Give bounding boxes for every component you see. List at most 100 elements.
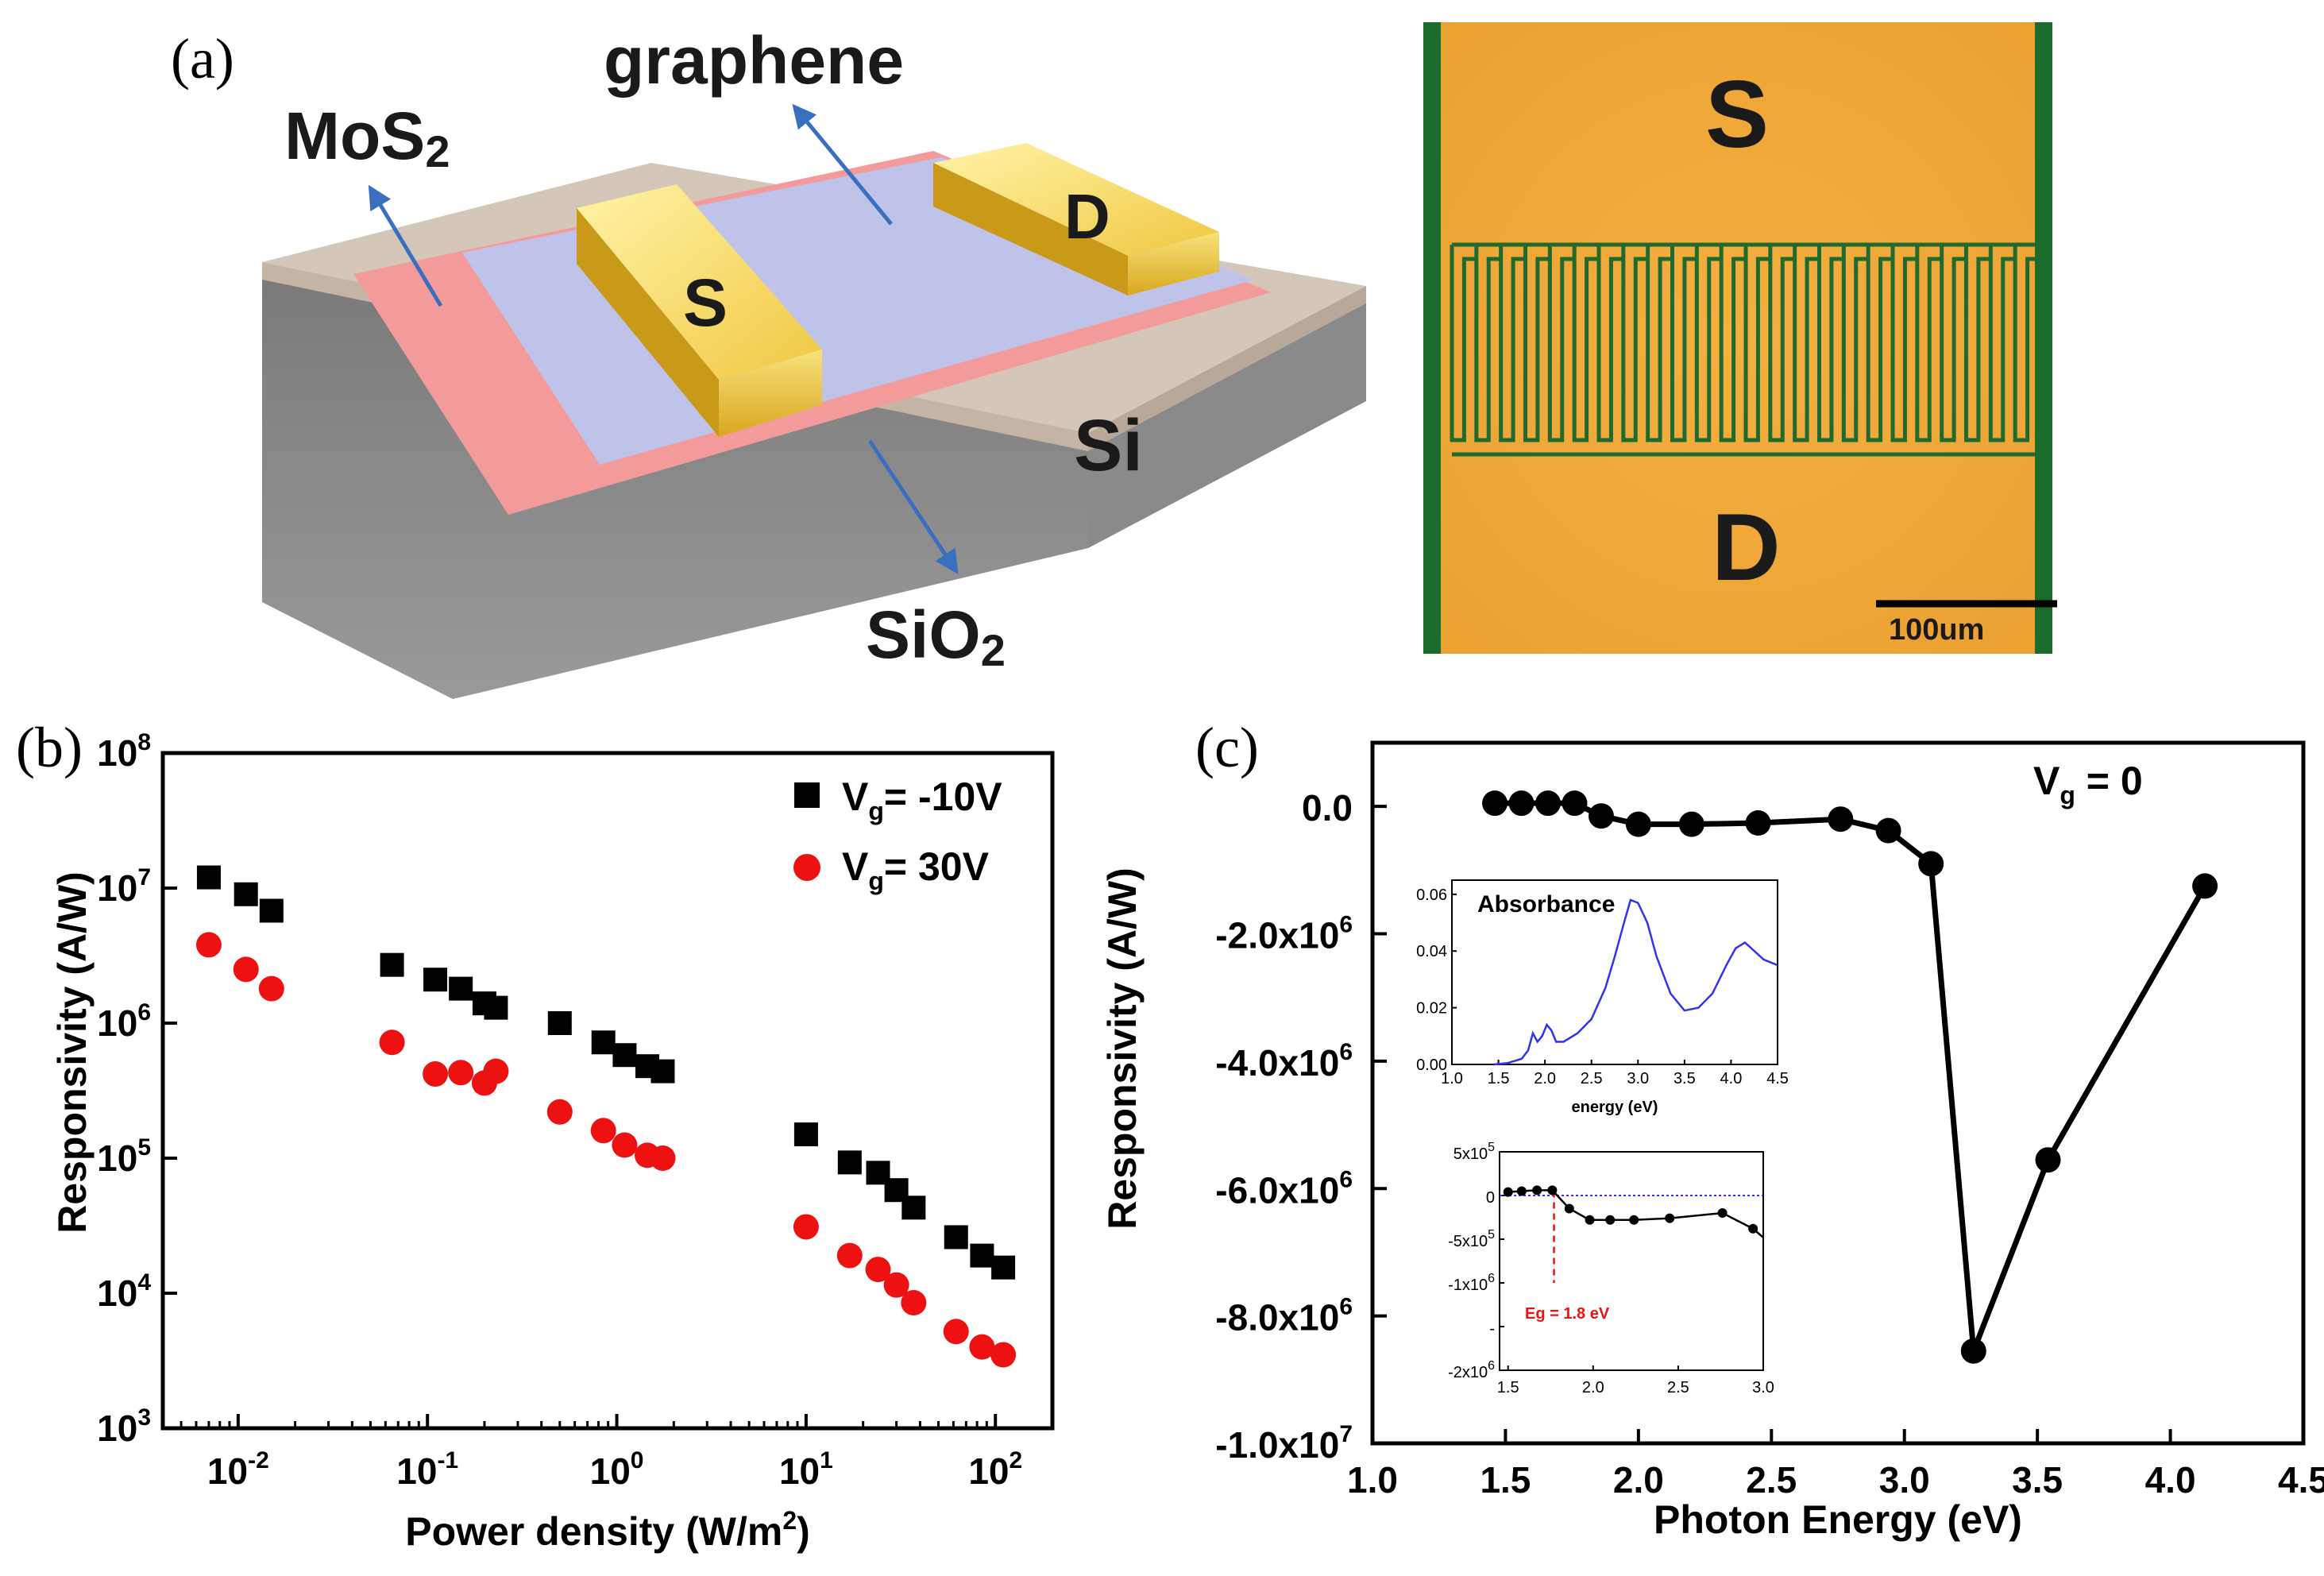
y-tick-label: 105 bbox=[97, 1134, 151, 1179]
bandgap-point bbox=[1585, 1215, 1595, 1225]
inset-y-tick-label: -2x106 bbox=[1448, 1359, 1495, 1381]
inset-x-tick-label: 2.5 bbox=[1581, 1070, 1603, 1087]
data-point-circle bbox=[195, 932, 222, 958]
chart-c: (c) 1.0 1.5 2.0 2.5 3.0 3.5 4.0 4.5 0.0 -2.0x106 -… bbox=[1100, 716, 2324, 1542]
x-tick-label: 1.0 bbox=[1347, 1459, 1398, 1501]
source-electrode: S bbox=[577, 184, 822, 437]
inset-y-tick-label: 0.02 bbox=[1416, 1000, 1447, 1018]
absorbance-line bbox=[1493, 898, 1778, 1066]
data-point bbox=[1562, 790, 1588, 817]
micrograph-right-edge bbox=[2035, 22, 2052, 654]
data-point bbox=[1678, 811, 1704, 837]
legend-square-marker bbox=[794, 782, 820, 808]
x-tick-label: 3.5 bbox=[2012, 1459, 2063, 1501]
chart-b-xlabel: Power density (W/m2) bbox=[405, 1506, 810, 1554]
inset-x-tick-label: 3.0 bbox=[1627, 1070, 1649, 1087]
sio2-layer-right bbox=[1088, 286, 1366, 451]
inset-x-tick-label: 2.0 bbox=[1582, 1379, 1604, 1396]
data-point-square bbox=[970, 1243, 994, 1268]
bandgap-inset: 1.5 2.0 2.5 3.0 5x105 0 -5x105 -1x106 - -2x106 Eg… bbox=[1448, 1141, 1774, 1396]
bandgap-point bbox=[1665, 1213, 1675, 1223]
x-tick-label: 4.5 bbox=[2278, 1459, 2324, 1501]
bandgap-annotation: Eg = 1.8 eV bbox=[1525, 1305, 1610, 1323]
drain-electrode: D bbox=[933, 143, 1219, 296]
inset-y-tick-label: 0.00 bbox=[1416, 1056, 1447, 1074]
optical-micrograph: S D 100um bbox=[1423, 22, 2057, 654]
data-point-circle bbox=[483, 1058, 509, 1084]
absorbance-inset: 1.0 1.5 2.0 2.5 3.0 3.5 4.0 4.5 0.00 0.02 0.04 0.06… bbox=[1416, 879, 1789, 1116]
data-point-circle bbox=[793, 1214, 819, 1240]
x-tick-label: 101 bbox=[779, 1447, 833, 1492]
data-point-square bbox=[944, 1225, 968, 1250]
data-point bbox=[1588, 803, 1614, 829]
data-point-square bbox=[793, 1122, 818, 1147]
data-point-circle bbox=[865, 1257, 891, 1283]
micrograph-left-edge bbox=[1423, 22, 1441, 654]
chart-b-ylabel: Responsivity (A/W) bbox=[50, 871, 95, 1234]
chart-b-points bbox=[195, 865, 1017, 1368]
absorbance-inset-ticks: 1.0 1.5 2.0 2.5 3.0 3.5 4.0 4.5 0.00 0.02 0.04 0.06 bbox=[1416, 886, 1789, 1087]
bandgap-point bbox=[1717, 1208, 1728, 1218]
x-tick-label: 100 bbox=[590, 1447, 644, 1492]
chart-b-legend: Vg= -10V Vg= 30V bbox=[793, 774, 1002, 895]
inset-y-tick-label: -1x106 bbox=[1448, 1272, 1495, 1294]
data-point-circle bbox=[943, 1319, 969, 1345]
data-point bbox=[1508, 790, 1535, 817]
chart-c-annotation: Vg = 0 bbox=[2033, 759, 2143, 809]
panel-a-label: (a) bbox=[171, 27, 234, 91]
y-tick-label: -8.0x106 bbox=[1215, 1294, 1353, 1338]
data-point-circle bbox=[901, 1289, 927, 1315]
data-point bbox=[1625, 811, 1651, 837]
y-tick-label: 108 bbox=[97, 729, 151, 774]
data-point-square bbox=[234, 882, 258, 906]
chart-c-ticks: 1.0 1.5 2.0 2.5 3.0 3.5 4.0 4.5 0.0 -2.0x106 -4.0x… bbox=[1215, 787, 2324, 1501]
data-point-square bbox=[449, 976, 473, 1001]
bandgap-point bbox=[1516, 1186, 1527, 1196]
x-tick-label: 102 bbox=[968, 1447, 1022, 1492]
mos2-label: MoS2 bbox=[284, 98, 450, 176]
inset-y-tick-label: 0.04 bbox=[1416, 943, 1447, 960]
y-tick-label: 0.0 bbox=[1302, 787, 1353, 829]
data-point-circle bbox=[546, 1099, 573, 1125]
chart-c-xlabel: Photon Energy (eV) bbox=[1654, 1497, 2022, 1542]
data-point-square bbox=[991, 1255, 1016, 1280]
micrograph-drain-label: D bbox=[1712, 494, 1781, 601]
bandgap-point bbox=[1503, 1187, 1513, 1197]
bandgap-point bbox=[1547, 1185, 1558, 1196]
si-substrate-right bbox=[1088, 302, 1366, 548]
data-point-square bbox=[650, 1059, 675, 1084]
inset-x-tick-label: 3.5 bbox=[1674, 1070, 1696, 1087]
bandgap-point bbox=[1748, 1223, 1758, 1234]
data-point-square bbox=[612, 1043, 637, 1068]
inset-y-tick-label: 5x105 bbox=[1453, 1141, 1495, 1163]
data-point-circle bbox=[233, 956, 259, 983]
data-point bbox=[1918, 851, 1944, 877]
x-tick-label: 10-2 bbox=[207, 1447, 269, 1492]
graphene-label: graphene bbox=[604, 23, 904, 98]
data-point bbox=[1535, 790, 1562, 817]
inset-x-tick-label: 2.0 bbox=[1534, 1070, 1556, 1087]
y-tick-label: 103 bbox=[97, 1404, 151, 1449]
data-point-circle bbox=[990, 1342, 1017, 1368]
inset-x-tick-label: 3.0 bbox=[1752, 1379, 1774, 1396]
data-point-square bbox=[484, 995, 508, 1020]
chart-b-ticks: 10-2 10-1 100 101 102 103 104 105 106 107 108 bbox=[97, 729, 1054, 1492]
sio2-arrow bbox=[867, 439, 959, 574]
data-point-circle bbox=[379, 1029, 405, 1056]
data-point bbox=[1482, 790, 1508, 817]
absorbance-inset-series bbox=[1493, 898, 1778, 1066]
inset-y-tick-label: - bbox=[1489, 1320, 1495, 1338]
data-point-circle bbox=[258, 975, 284, 1002]
data-point bbox=[2192, 873, 2218, 899]
y-tick-label: -6.0x106 bbox=[1215, 1166, 1353, 1211]
data-point bbox=[1745, 810, 1771, 836]
data-point-circle bbox=[590, 1118, 616, 1144]
chart-b: (b) 10-2 10-1 100 101 102103104105106107108 … bbox=[16, 716, 1055, 1554]
mos2-arrow bbox=[368, 184, 443, 307]
data-point-circle bbox=[836, 1242, 863, 1269]
x-tick-label: 3.0 bbox=[1879, 1459, 1930, 1501]
data-point-circle bbox=[969, 1334, 995, 1360]
data-point-circle bbox=[612, 1132, 638, 1158]
chart-c-ylabel: Responsivity (A/W) bbox=[1100, 867, 1145, 1230]
y-tick-label: -4.0x106 bbox=[1215, 1039, 1353, 1084]
